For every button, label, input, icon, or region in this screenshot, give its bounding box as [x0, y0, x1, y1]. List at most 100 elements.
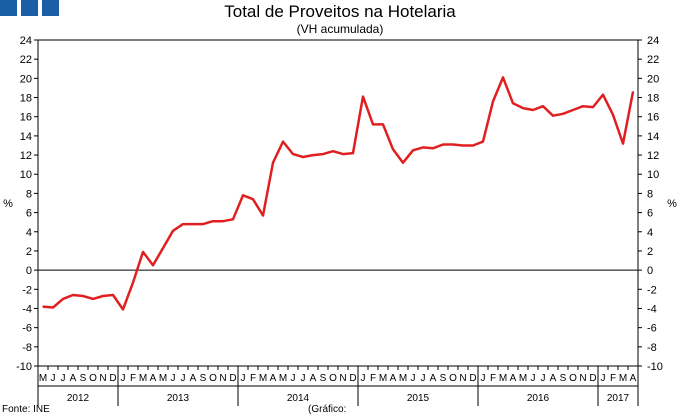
month-label: D	[349, 373, 356, 384]
data-point	[292, 153, 294, 155]
data-point	[202, 223, 204, 225]
data-point	[212, 220, 214, 223]
y-tick-label-left: -2	[22, 284, 32, 296]
month-label: O	[569, 373, 577, 384]
data-point	[502, 76, 504, 79]
y-tick-label-right: 16	[647, 112, 659, 124]
y-tick-label-left: -10	[16, 361, 32, 373]
data-point	[602, 93, 604, 96]
y-tick-label-right: -4	[647, 303, 657, 315]
data-point	[302, 156, 304, 158]
month-label: D	[589, 373, 596, 384]
y-tick-label-right: 14	[647, 131, 659, 143]
data-point	[442, 143, 444, 146]
month-label: D	[229, 373, 236, 384]
month-label: J	[411, 373, 416, 384]
y-tick-label-right: -8	[647, 342, 657, 354]
data-point	[262, 214, 264, 217]
month-label: A	[310, 373, 317, 384]
month-label: J	[601, 373, 606, 384]
month-label: A	[550, 373, 557, 384]
data-point	[162, 247, 164, 249]
graphic-note: (Gráfico:	[308, 404, 347, 415]
y-tick-label-right: 22	[647, 54, 659, 66]
month-label: S	[80, 373, 87, 384]
month-label: M	[619, 373, 627, 384]
y-tick-label-right: -10	[647, 361, 663, 373]
y-tick-label-left: 24	[20, 35, 32, 47]
month-label: S	[560, 373, 567, 384]
y-tick-label-right: 20	[647, 73, 659, 85]
year-label: 2017	[607, 393, 630, 404]
month-label: J	[121, 373, 126, 384]
data-point	[492, 100, 494, 103]
data-point	[562, 113, 564, 115]
month-label: J	[51, 373, 56, 384]
data-point	[432, 147, 434, 150]
y-tick-label-left: 14	[20, 131, 32, 143]
month-label: F	[490, 373, 496, 384]
data-point	[452, 143, 454, 146]
data-point	[82, 295, 84, 297]
month-label: M	[399, 373, 407, 384]
data-point	[422, 146, 424, 149]
month-label: N	[99, 373, 106, 384]
y-tick-label-left: 10	[20, 169, 32, 181]
month-label: N	[459, 373, 466, 384]
month-label: F	[370, 373, 376, 384]
data-point	[572, 109, 574, 111]
data-point	[362, 95, 364, 98]
y-tick-label-left: 6	[26, 208, 32, 220]
data-point	[382, 123, 384, 126]
data-point	[402, 161, 404, 164]
month-label: O	[209, 373, 217, 384]
data-point	[272, 161, 274, 164]
ine-logo	[0, 0, 59, 16]
data-point	[312, 154, 314, 156]
y-tick-label-right: 12	[647, 150, 659, 162]
data-point	[342, 153, 344, 155]
data-point	[632, 90, 634, 93]
data-point	[42, 305, 44, 308]
month-label: S	[320, 373, 327, 384]
data-point	[522, 107, 524, 109]
month-label: M	[279, 373, 287, 384]
month-label: J	[241, 373, 246, 384]
data-point	[352, 152, 354, 154]
month-label: J	[61, 373, 66, 384]
data-point	[222, 220, 224, 223]
chart-title: Total de Proveitos na Hotelaria	[224, 2, 456, 21]
data-point	[232, 218, 234, 221]
month-label: A	[270, 373, 277, 384]
month-label: N	[219, 373, 226, 384]
month-label: J	[361, 373, 366, 384]
y-tick-label-left: 4	[26, 227, 32, 239]
y-tick-label-right: -6	[647, 323, 657, 335]
year-label: 2012	[67, 393, 90, 404]
data-point	[592, 106, 594, 108]
month-label: A	[150, 373, 157, 384]
y-tick-label-left: -8	[22, 342, 32, 354]
year-label: 2013	[167, 393, 190, 404]
data-point	[462, 144, 464, 147]
y-tick-label-right: 6	[647, 208, 653, 220]
logo-block	[21, 0, 38, 16]
month-label: S	[440, 373, 447, 384]
data-point	[412, 149, 414, 152]
month-label: M	[499, 373, 507, 384]
data-point	[172, 230, 174, 232]
series-line	[42, 76, 635, 311]
y-axis-label-left: %	[3, 198, 13, 210]
data-point	[192, 223, 194, 225]
y-tick-label-right: 10	[647, 169, 659, 181]
data-point	[102, 295, 104, 297]
y-tick-label-left: 2	[26, 246, 32, 258]
y-tick-label-left: 18	[20, 93, 32, 105]
data-point	[392, 148, 394, 151]
month-label: J	[531, 373, 536, 384]
month-label: J	[171, 373, 176, 384]
y-tick-label-left: 0	[26, 265, 32, 277]
month-label: J	[291, 373, 296, 384]
data-point	[132, 281, 134, 284]
